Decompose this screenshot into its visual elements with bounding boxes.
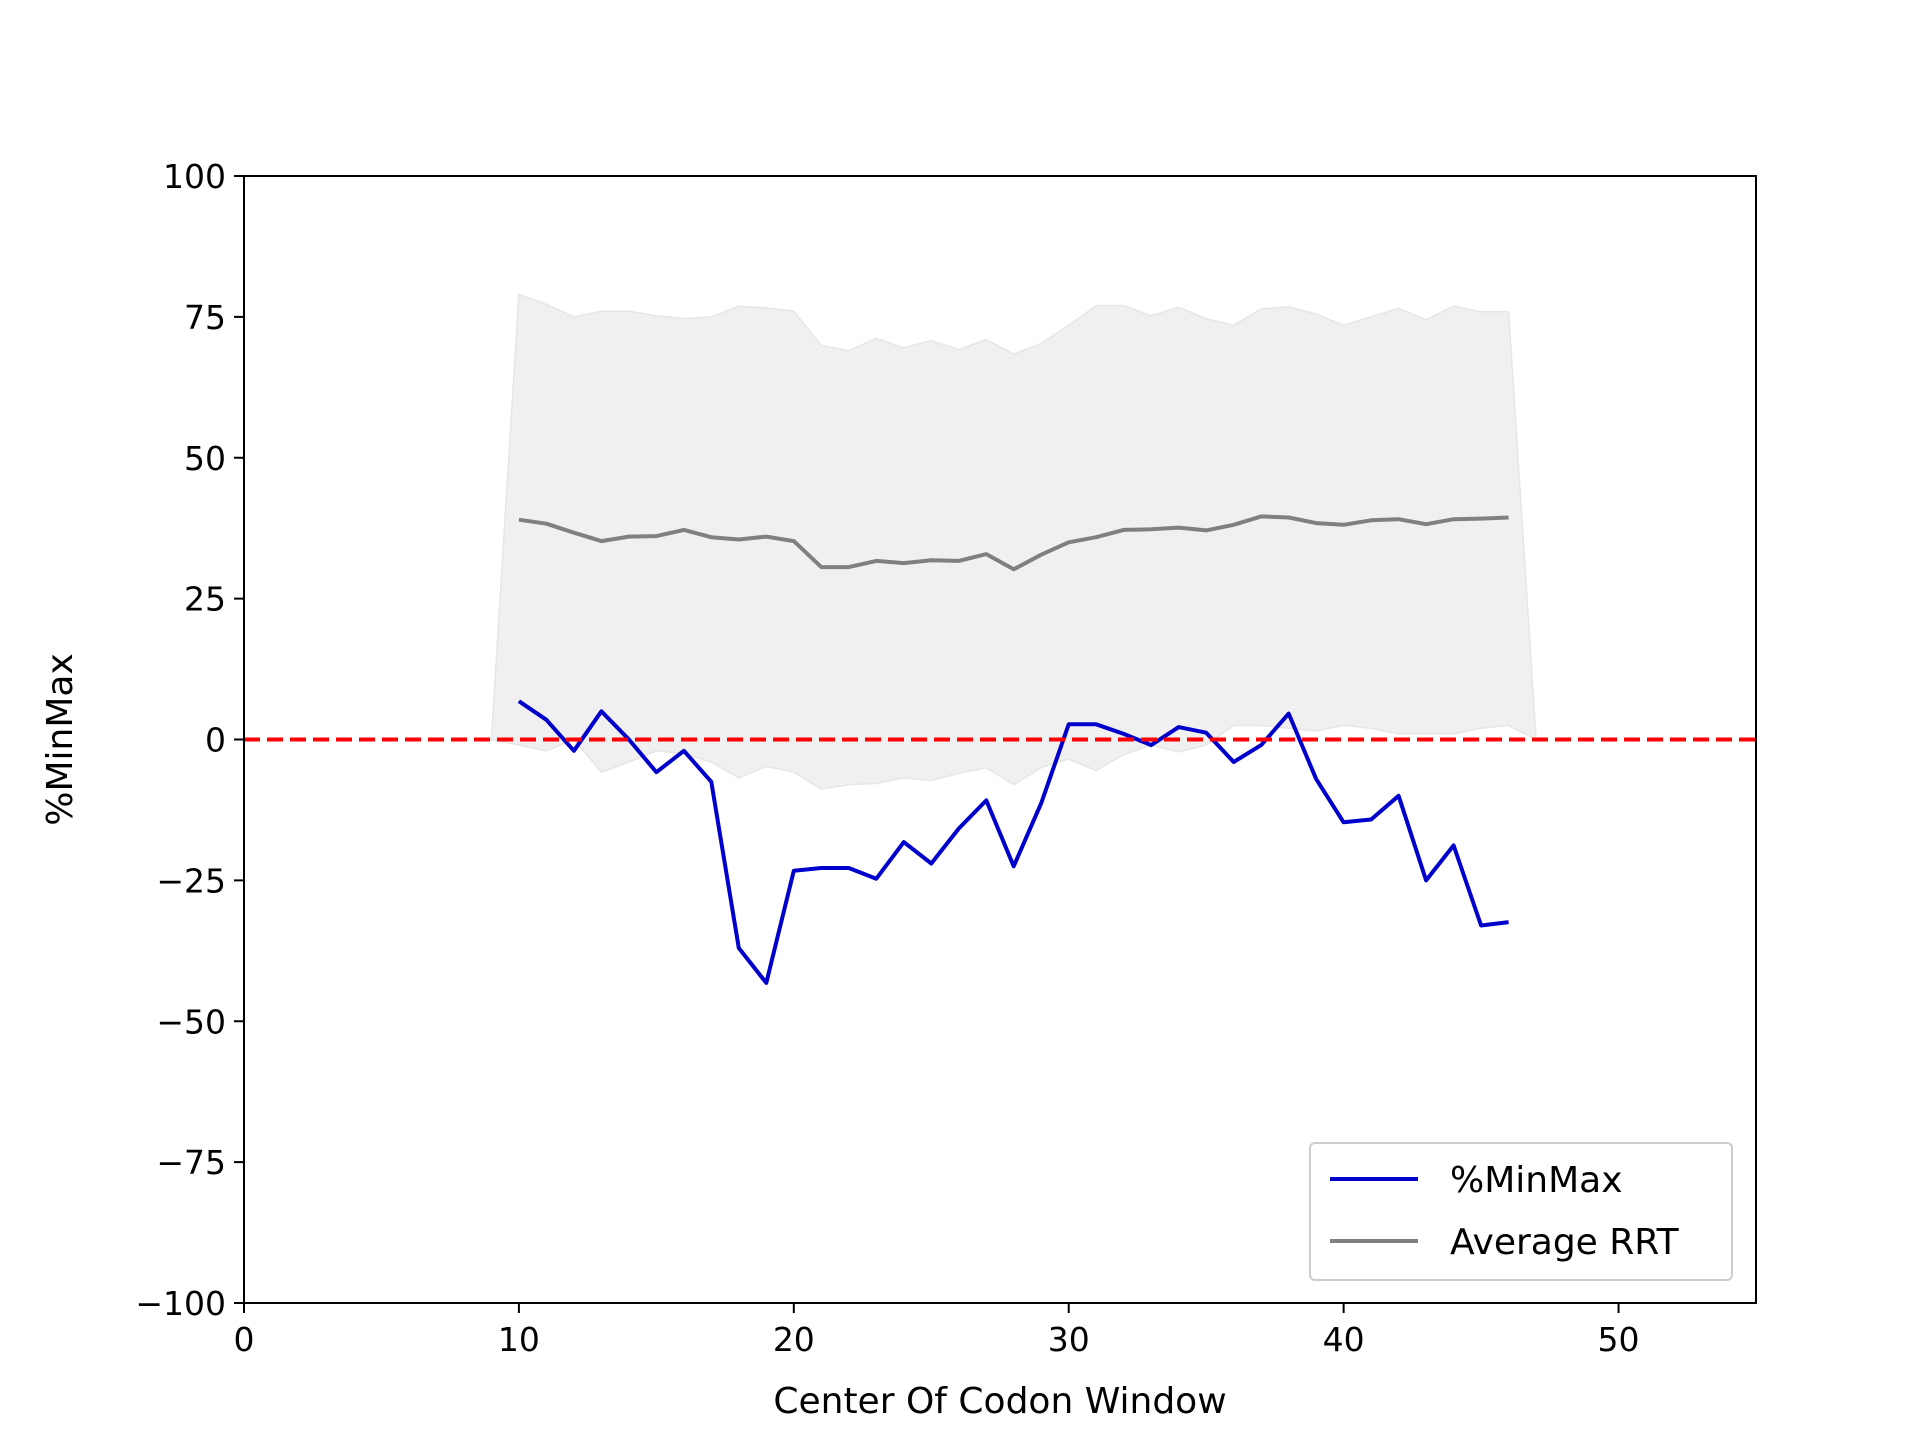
x-tick-label: 10 xyxy=(498,1320,540,1359)
y-tick-label: −25 xyxy=(156,861,226,900)
x-tick-label: 0 xyxy=(234,1320,255,1359)
y-axis-ticks: 100 75 50 25 0 −25 −50 −75 −100 xyxy=(135,157,244,1323)
y-tick-label: −75 xyxy=(156,1143,226,1182)
y-tick-label: 0 xyxy=(205,721,226,760)
y-tick-label: 25 xyxy=(184,580,226,619)
series-line-average-rrt xyxy=(518,514,1509,572)
legend: %MinMax Average RRT xyxy=(1309,1142,1733,1281)
x-tick-label: 40 xyxy=(1323,1320,1365,1359)
x-tick-label: 50 xyxy=(1598,1320,1640,1359)
x-tick-label: 20 xyxy=(773,1320,815,1359)
y-tick-label: −100 xyxy=(135,1284,226,1323)
y-tick-label: 75 xyxy=(184,298,226,337)
range-band-layer xyxy=(490,293,1537,790)
y-tick-label: 100 xyxy=(163,157,226,196)
series-layer xyxy=(517,514,1509,985)
x-tick-label: 30 xyxy=(1048,1320,1090,1359)
legend-label-average-rrt: Average RRT xyxy=(1450,1222,1680,1263)
x-axis-label: Center Of Codon Window xyxy=(773,1381,1226,1422)
legend-label-minmax: %MinMax xyxy=(1450,1160,1623,1201)
y-tick-label: 50 xyxy=(184,439,226,478)
range-band xyxy=(490,293,1537,790)
series-line-minmax xyxy=(517,699,1509,985)
y-axis-label: %MinMax xyxy=(40,653,81,826)
y-tick-label: −50 xyxy=(156,1002,226,1041)
x-axis-ticks: 0 10 20 30 40 50 xyxy=(234,1303,1640,1359)
